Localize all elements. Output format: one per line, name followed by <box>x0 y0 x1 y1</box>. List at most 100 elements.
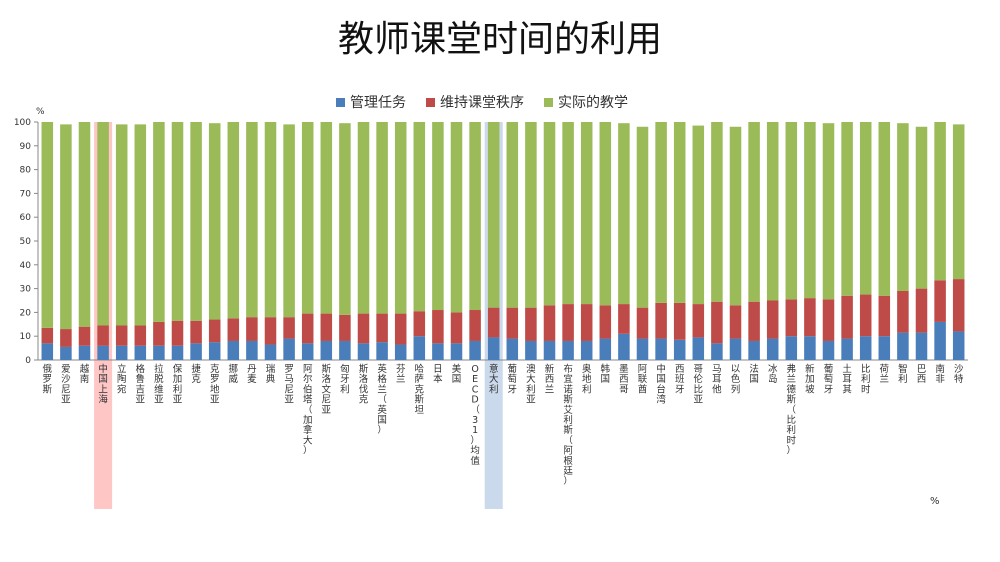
bar-segment <box>97 345 109 360</box>
bar-segment <box>841 122 853 296</box>
category-label: 马 <box>284 374 294 385</box>
category-label: 色 <box>731 373 741 385</box>
category-label: 耳 <box>842 374 852 385</box>
category-label: 利 <box>898 373 908 385</box>
category-label: 联 <box>638 374 648 385</box>
bar-segment <box>692 337 705 360</box>
bar-segment <box>692 304 705 338</box>
bar-segment <box>748 301 760 341</box>
bar-segment <box>785 336 798 360</box>
category-label: 西 <box>545 374 555 385</box>
bar-segment <box>897 332 909 360</box>
bar-segment <box>357 313 370 344</box>
category-label: 萨 <box>415 374 425 385</box>
bar-segment <box>785 122 798 300</box>
category-label: 捷 <box>191 363 201 375</box>
category-label: ） <box>563 475 573 487</box>
bar-segment <box>264 122 277 318</box>
bar-segment <box>60 124 72 330</box>
category-label: 坡 <box>805 383 815 395</box>
bar-segment <box>78 345 91 360</box>
category-label: 艾 <box>563 405 573 416</box>
bar-segment <box>41 122 54 328</box>
category-label: 尼 <box>61 384 71 395</box>
category-label: 脱 <box>154 373 164 385</box>
category-label: 1 <box>472 425 478 436</box>
y-tick-label: 90 <box>20 142 32 152</box>
bar-segment <box>320 313 333 341</box>
y-axis-label: % <box>36 107 45 117</box>
bar-segment <box>711 343 723 360</box>
bar-segment <box>208 342 221 360</box>
bar-segment <box>413 122 426 312</box>
category-label: 中 <box>98 363 108 375</box>
bar-segment <box>804 298 816 337</box>
bar-segment <box>432 343 444 360</box>
bar-segment <box>301 313 314 344</box>
category-label: ） <box>377 424 387 436</box>
bar-segment <box>246 340 258 360</box>
category-label: 特 <box>954 373 964 385</box>
category-label: 兰 <box>787 373 797 385</box>
bar-segment <box>450 122 463 313</box>
bar-segment <box>859 122 872 295</box>
category-label: 台 <box>656 383 666 395</box>
bar-segment <box>915 126 928 289</box>
bar-segment <box>822 123 835 300</box>
category-label: 阿 <box>303 364 313 375</box>
bar-segment <box>41 327 54 344</box>
category-label: 牙 <box>824 384 834 395</box>
bar-segment <box>78 122 91 327</box>
category-label: 比 <box>787 414 797 426</box>
bar-segment <box>562 340 574 360</box>
bar-segment <box>636 307 649 339</box>
category-label: 利 <box>173 383 183 395</box>
category-label: 鲁 <box>136 373 146 385</box>
bar-segment <box>394 344 407 360</box>
category-label: 南 <box>935 363 945 375</box>
bar-segment <box>134 325 147 346</box>
bar-segment <box>357 122 370 314</box>
category-label: 国 <box>377 415 387 426</box>
bar-segment <box>246 122 258 318</box>
category-label: 国 <box>452 374 462 385</box>
category-label: 洛 <box>359 373 369 385</box>
category-label: 哥 <box>619 384 629 395</box>
category-label: 沙 <box>954 364 964 375</box>
category-label: 阿 <box>563 446 573 457</box>
category-label: 丹 <box>247 364 257 375</box>
bar-segment <box>729 338 742 360</box>
bar-segment <box>283 338 295 360</box>
category-label: 酋 <box>638 383 648 395</box>
category-label: 以 <box>731 364 741 375</box>
bar-segment <box>301 122 314 314</box>
bar-segment <box>804 336 816 360</box>
category-label: 上 <box>98 384 108 395</box>
y-tick-label: 30 <box>20 285 32 295</box>
category-label: 沙 <box>61 374 71 385</box>
bar-segment <box>376 313 388 343</box>
category-label: 西 <box>675 364 685 375</box>
bar-segment <box>97 122 109 326</box>
bar-segment <box>376 342 388 360</box>
category-label: 保 <box>173 363 183 375</box>
bar-segment <box>376 122 388 314</box>
category-label: 罗 <box>210 374 220 385</box>
bar-segment <box>562 304 574 341</box>
bar-segment <box>134 124 147 326</box>
category-label: 国 <box>98 374 108 385</box>
legend-label: 维持课堂秩序 <box>440 95 524 111</box>
y-tick-label: 40 <box>20 261 32 271</box>
category-label: 英 <box>377 404 387 416</box>
category-label: 芬 <box>396 364 406 375</box>
category-label: 地 <box>582 373 592 385</box>
category-label: 亚 <box>322 405 332 416</box>
bar-segment <box>190 320 202 344</box>
bar-segment <box>525 340 537 360</box>
bar-segment <box>413 336 426 360</box>
category-label: 斯 <box>415 394 425 406</box>
category-label: 俄 <box>43 363 53 375</box>
bar-segment <box>487 307 500 338</box>
bar-segment <box>171 122 184 321</box>
category-label: 利 <box>563 414 573 426</box>
